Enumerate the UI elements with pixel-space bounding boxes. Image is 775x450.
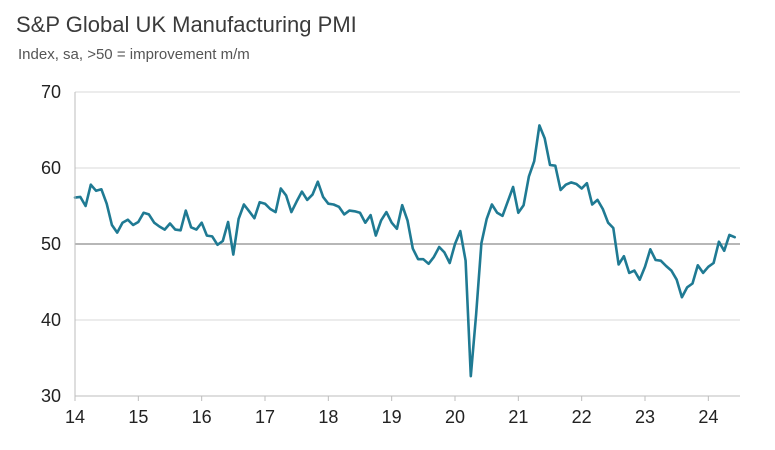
x-tick-label: 16 <box>192 407 212 427</box>
x-tick-label: 21 <box>508 407 528 427</box>
series-line-group <box>73 124 737 378</box>
chart-subtitle: Index, sa, >50 = improvement m/m <box>18 46 250 63</box>
y-tick-label: 40 <box>41 310 61 330</box>
x-axis: 14 15 16 17 18 19 20 21 22 23 24 <box>65 395 740 427</box>
x-tick-label: 19 <box>382 407 402 427</box>
y-tick-label: 30 <box>41 386 61 406</box>
x-tick-label: 18 <box>318 407 338 427</box>
x-tick-label: 23 <box>635 407 655 427</box>
pmi-series-line <box>73 124 737 378</box>
x-tick-label: 20 <box>445 407 465 427</box>
x-tick-label: 15 <box>128 407 148 427</box>
y-axis: 30 40 50 60 70 <box>41 82 76 406</box>
x-tick-label: 22 <box>572 407 592 427</box>
y-tick-label: 60 <box>41 158 61 178</box>
x-tick-label: 17 <box>255 407 275 427</box>
x-tick-label: 24 <box>698 407 718 427</box>
x-tick-label: 14 <box>65 407 85 427</box>
y-tick-label: 50 <box>41 234 61 254</box>
chart-title: S&P Global UK Manufacturing PMI <box>16 12 357 37</box>
y-tick-label: 70 <box>41 82 61 102</box>
